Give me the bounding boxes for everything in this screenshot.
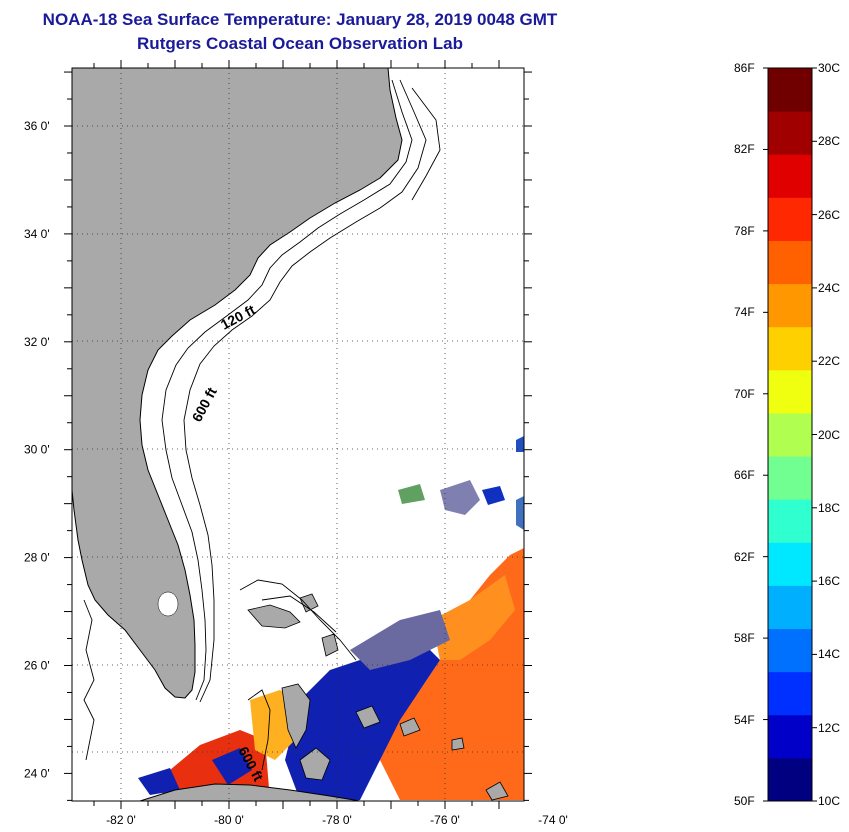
- colorbar-segment: [768, 542, 812, 586]
- colorbar-segment: [768, 714, 812, 759]
- axis-ticks: [64, 60, 532, 809]
- colorbar-label-fahrenheit: 62F: [734, 549, 755, 564]
- colorbar-segment: [768, 197, 812, 241]
- colorbar: [763, 67, 817, 802]
- lat-label: 32 0': [24, 335, 50, 349]
- colorbar-label-celsius: 12C: [818, 720, 841, 735]
- lat-label: 26 0': [24, 659, 50, 673]
- land-bahamas: [247, 593, 509, 801]
- colorbar-label-fahrenheit: 82F: [734, 142, 755, 157]
- colorbar-segment: [768, 326, 812, 371]
- lat-label: 30 0': [24, 443, 50, 457]
- colorbar-label-fahrenheit: 78F: [734, 223, 755, 238]
- colorbar-label-celsius: 16C: [818, 574, 841, 589]
- colorbar-label-celsius: 18C: [818, 500, 841, 515]
- colorbar-segment: [768, 499, 812, 543]
- colorbar-segment: [768, 412, 812, 457]
- colorbar-label-celsius: 28C: [818, 134, 841, 149]
- colorbar-segment: [768, 757, 812, 802]
- colorbar-label-fahrenheit: 86F: [734, 61, 755, 75]
- colorbar-segment: [768, 671, 812, 716]
- colorbar-label-fahrenheit: 74F: [734, 305, 755, 320]
- colorbar-label-celsius: 20C: [818, 427, 841, 442]
- colorbar-label-celsius: 10C: [818, 794, 841, 808]
- map-title: NOAA-18 Sea Surface Temperature: January…: [42, 10, 558, 29]
- colorbar-segment: [768, 111, 812, 155]
- graticule: [72, 68, 524, 801]
- colorbar-segment: [768, 240, 812, 285]
- colorbar-segment: [768, 628, 812, 673]
- contour-label-600ft: 600 ft: [189, 384, 220, 424]
- lat-label: 34 0': [24, 227, 50, 241]
- colorbar-label-fahrenheit: 70F: [734, 386, 755, 401]
- land-cuba: [139, 783, 361, 801]
- lon-label: -74 0': [538, 813, 568, 827]
- map-frame: [71, 67, 525, 802]
- lat-label: 24 0': [24, 766, 50, 780]
- lat-label: 36 0': [24, 119, 50, 133]
- colorbar-segment: [768, 369, 812, 414]
- colorbar-segment: [768, 283, 812, 328]
- colorbar-label-celsius: 14C: [818, 647, 841, 662]
- bathymetry-contours: [83, 79, 441, 771]
- colorbar-segment: [768, 456, 812, 500]
- colorbar-label-celsius: 22C: [818, 354, 841, 369]
- colorbar-label-celsius: 26C: [818, 207, 841, 222]
- lon-label: -82 0': [106, 813, 136, 827]
- lat-label: 28 0': [24, 551, 50, 565]
- colorbar-label-fahrenheit: 66F: [734, 468, 755, 483]
- colorbar-label-fahrenheit: 50F: [734, 794, 755, 808]
- colorbar-label-fahrenheit: 54F: [734, 712, 755, 727]
- colorbar-label-celsius: 30C: [818, 61, 841, 75]
- lon-label: -76 0': [430, 813, 460, 827]
- colorbar-label-celsius: 24C: [818, 280, 841, 295]
- lon-label: -80 0': [214, 813, 244, 827]
- land-mainland: [72, 68, 403, 699]
- colorbar-segment: [768, 585, 812, 630]
- contour-label-120ft: 120 ft: [218, 301, 258, 332]
- latitude-labels: 36 0' 34 0' 32 0' 30 0' 28 0' 26 0' 24 0': [24, 119, 50, 780]
- longitude-labels: -82 0' -80 0' -78 0' -76 0' -74 0': [106, 813, 568, 827]
- lake-okeechobee: [157, 591, 179, 617]
- colorbar-segment: [768, 154, 812, 198]
- map-subtitle: Rutgers Coastal Ocean Observation Lab: [137, 34, 463, 53]
- colorbar-label-fahrenheit: 58F: [734, 631, 755, 646]
- colorbar-segment: [768, 68, 812, 112]
- lon-label: -78 0': [322, 813, 352, 827]
